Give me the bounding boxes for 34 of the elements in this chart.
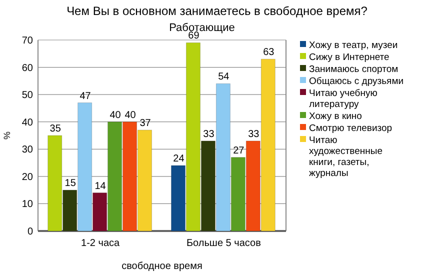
- data-label: 14: [94, 180, 106, 192]
- data-label: 63: [263, 47, 275, 58]
- legend-label: Хожу в кино: [309, 111, 362, 122]
- y-tick-label: 50: [22, 90, 34, 102]
- legend-label: Сижу в Интернете: [309, 52, 390, 63]
- y-axis-title: %: [2, 131, 12, 140]
- data-label: 15: [64, 178, 76, 190]
- data-label: 37: [140, 118, 152, 130]
- x-axis-title: свободное время: [122, 261, 202, 272]
- data-label: 35: [50, 124, 62, 134]
- y-tick-label: 20: [22, 172, 34, 183]
- data-label: 47: [80, 90, 92, 102]
- data-label: 27: [233, 145, 245, 156]
- legend-label: Читаю учебную литературу: [309, 88, 378, 110]
- legend-label: Общаюсь с друзьями: [309, 76, 404, 87]
- y-tick-label: 30: [22, 144, 34, 156]
- data-label: 33: [248, 128, 260, 140]
- y-tick-label: 0: [27, 226, 34, 238]
- y-tick-label: 40: [22, 117, 34, 128]
- data-label: 40: [110, 110, 122, 121]
- legend-label: Занимаюсь спортом: [309, 64, 398, 75]
- data-label: 24: [173, 154, 185, 165]
- y-tick-label: 10: [22, 199, 34, 210]
- legend-label: Хожу в театр, музеи: [309, 40, 398, 51]
- legend-label: Смотрю телевизор: [309, 123, 392, 134]
- data-label: 40: [124, 110, 136, 121]
- legend-label: Читаю художественные книги, газеты, журналы: [309, 135, 382, 179]
- data-label: 54: [218, 72, 230, 83]
- x-tick-label: Больше 5 часов: [186, 238, 261, 249]
- x-tick-label: 1-2 часа: [81, 238, 120, 249]
- data-label: 33: [203, 128, 215, 140]
- chart-title: Чем Вы в основном занимаетесь в свободное время?: [66, 4, 368, 18]
- y-tick-label: 60: [22, 62, 34, 74]
- y-tick-label: 70: [22, 36, 34, 46]
